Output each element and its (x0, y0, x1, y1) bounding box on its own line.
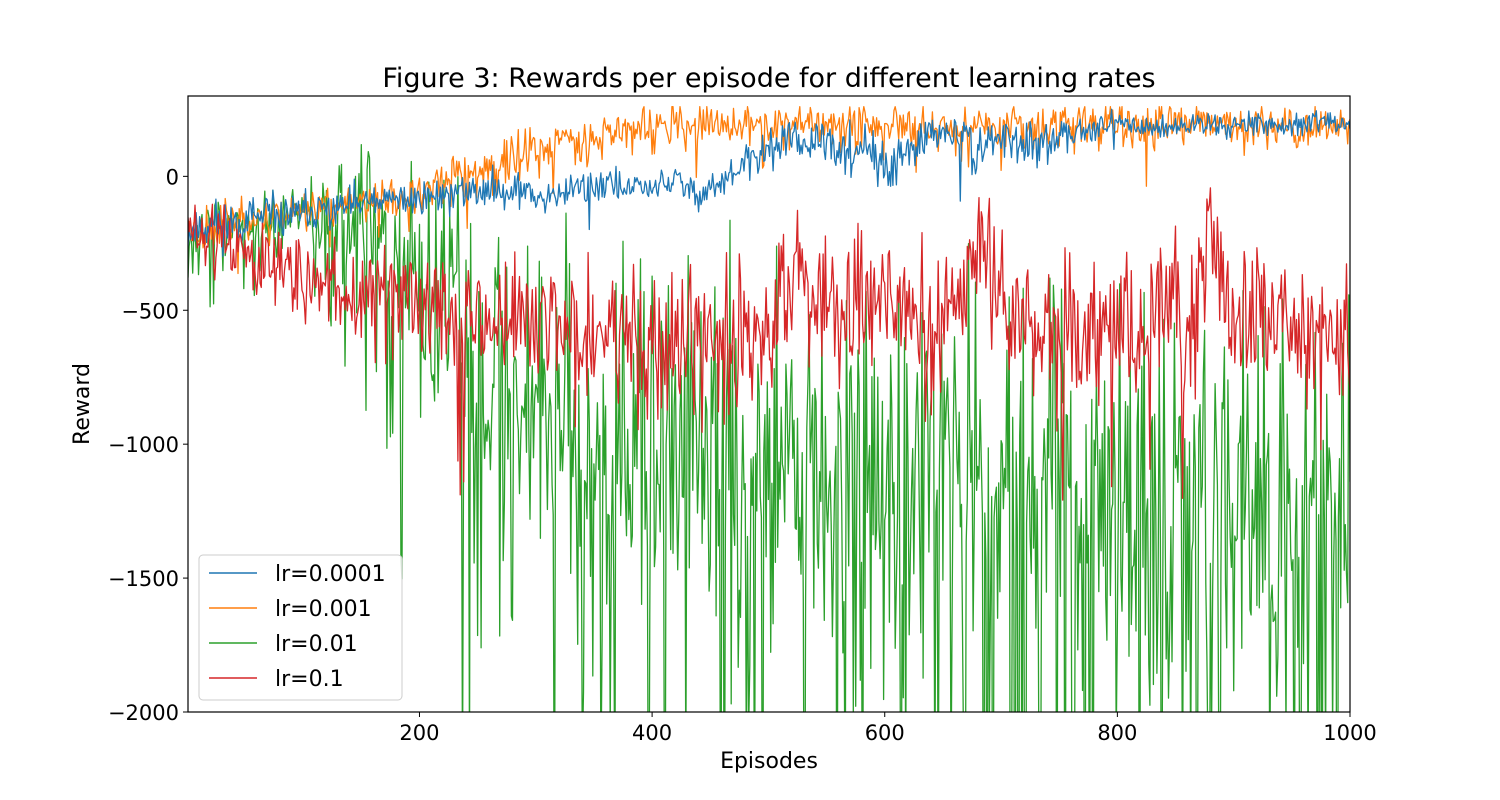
x-tick-label: 1000 (1323, 721, 1376, 745)
x-axis: 200 400 600 800 1000 (399, 712, 1377, 745)
legend-label: lr=0.001 (275, 597, 372, 622)
y-axis-title: Reward (70, 363, 95, 445)
legend: lr=0.0001 lr=0.001 lr=0.01 lr=0.1 (198, 554, 403, 701)
y-tick-label: 0 (166, 165, 179, 189)
y-tick-label: −2000 (108, 701, 179, 725)
series-line-lr-0.01 (188, 144, 1350, 712)
x-tick-label: 400 (632, 721, 672, 745)
legend-item: lr=0.1 (209, 667, 344, 692)
series-line-lr-0.1 (188, 187, 1350, 501)
x-tick-label: 600 (865, 721, 905, 745)
chart-title: Figure 3: Rewards per episode for differ… (382, 63, 1155, 94)
y-tick-label: −500 (121, 299, 179, 323)
x-tick-label: 200 (399, 721, 439, 745)
legend-label: lr=0.0001 (275, 562, 386, 587)
x-tick-label: 800 (1097, 721, 1137, 745)
y-axis: 0 −500 −1000 −1500 −2000 (108, 165, 188, 725)
legend-box (198, 554, 403, 701)
series-line-lr-0.001 (188, 106, 1350, 275)
legend-item: lr=0.001 (209, 597, 372, 622)
legend-label: lr=0.1 (275, 667, 344, 692)
legend-item: lr=0.01 (209, 632, 358, 657)
legend-item: lr=0.0001 (209, 562, 386, 587)
x-axis-title: Episodes (720, 749, 818, 774)
legend-label: lr=0.01 (275, 632, 358, 657)
plot-frame (187, 95, 1351, 713)
y-tick-label: −1000 (108, 433, 179, 457)
series-layer (188, 106, 1350, 712)
series-line-lr-0.0001 (188, 108, 1350, 257)
y-tick-label: −1500 (108, 567, 179, 591)
